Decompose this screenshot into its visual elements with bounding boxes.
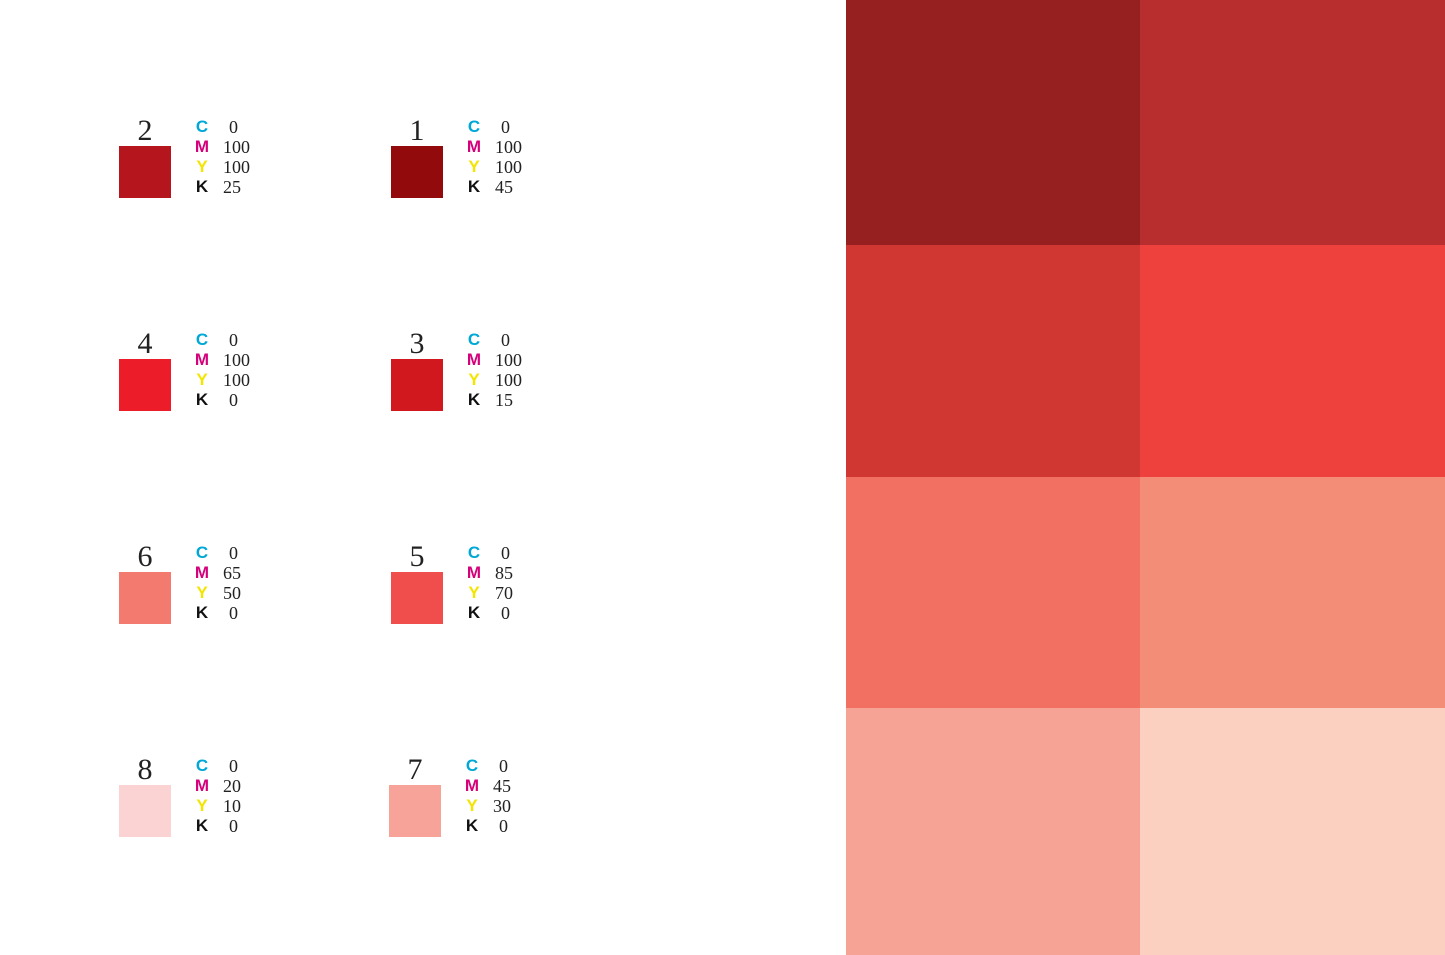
cyan-value: 0 <box>501 543 510 563</box>
yellow-label: Y <box>468 370 480 389</box>
magenta-label: M <box>194 563 210 582</box>
swatch-entry-5: 5 C 0 M 85 Y 70 K 0 <box>391 542 591 632</box>
cyan-value: 0 <box>501 330 510 350</box>
yellow-label: Y <box>196 370 208 389</box>
cyan-value: 0 <box>229 117 238 137</box>
yellow-value: 100 <box>495 157 522 177</box>
magenta-value: 20 <box>223 776 241 796</box>
color-block <box>846 0 1140 245</box>
swatch-entry-4: 4 C 0 M 100 Y 100 K 0 <box>119 329 319 419</box>
swatch-number: 2 <box>137 114 153 147</box>
cyan-label: C <box>467 330 481 349</box>
cyan-value: 0 <box>229 330 238 350</box>
black-value: 0 <box>499 816 508 836</box>
magenta-label: M <box>466 350 482 369</box>
black-label: K <box>195 177 209 196</box>
cyan-label: C <box>195 330 209 349</box>
cyan-label: C <box>467 117 481 136</box>
color-block <box>1140 708 1445 955</box>
cyan-value: 0 <box>229 756 238 776</box>
swatch-number: 3 <box>409 327 425 360</box>
cyan-value: 0 <box>229 543 238 563</box>
magenta-value: 65 <box>223 563 241 583</box>
color-swatch <box>119 572 171 624</box>
yellow-value: 10 <box>223 796 241 816</box>
swatch-number: 7 <box>407 753 423 786</box>
black-label: K <box>195 390 209 409</box>
magenta-label: M <box>194 137 210 156</box>
color-swatch <box>391 359 443 411</box>
cyan-label: C <box>195 117 209 136</box>
color-swatch <box>119 785 171 837</box>
color-block <box>1140 245 1445 477</box>
black-value: 25 <box>223 177 241 197</box>
magenta-label: M <box>194 350 210 369</box>
cyan-label: C <box>195 543 209 562</box>
yellow-label: Y <box>196 157 208 176</box>
black-value: 0 <box>229 603 238 623</box>
magenta-value: 100 <box>223 350 250 370</box>
color-swatch <box>119 359 171 411</box>
black-label: K <box>465 816 479 835</box>
black-label: K <box>195 603 209 622</box>
cyan-value: 0 <box>501 117 510 137</box>
black-value: 45 <box>495 177 513 197</box>
cyan-label: C <box>465 756 479 775</box>
color-block <box>1140 477 1445 708</box>
swatch-number: 6 <box>137 540 153 573</box>
color-block <box>1140 0 1445 245</box>
color-swatch <box>119 146 171 198</box>
yellow-value: 100 <box>495 370 522 390</box>
cyan-value: 0 <box>499 756 508 776</box>
swatch-entry-8: 8 C 0 M 20 Y 10 K 0 <box>119 755 319 845</box>
color-block-panel <box>846 0 1445 955</box>
yellow-value: 100 <box>223 157 250 177</box>
yellow-value: 100 <box>223 370 250 390</box>
yellow-label: Y <box>196 796 208 815</box>
swatch-number: 4 <box>137 327 153 360</box>
swatch-entry-1: 1 C 0 M 100 Y 100 K 45 <box>391 116 591 206</box>
cyan-label: C <box>467 543 481 562</box>
magenta-value: 100 <box>495 137 522 157</box>
black-label: K <box>467 603 481 622</box>
yellow-value: 30 <box>493 796 511 816</box>
black-label: K <box>467 390 481 409</box>
swatch-entry-3: 3 C 0 M 100 Y 100 K 15 <box>391 329 591 419</box>
swatch-number: 8 <box>137 753 153 786</box>
color-swatch <box>389 785 441 837</box>
black-value: 0 <box>229 390 238 410</box>
color-swatch <box>391 146 443 198</box>
black-label: K <box>467 177 481 196</box>
black-value: 0 <box>229 816 238 836</box>
yellow-label: Y <box>196 583 208 602</box>
black-label: K <box>195 816 209 835</box>
color-block <box>846 708 1140 955</box>
magenta-label: M <box>466 137 482 156</box>
swatch-number: 5 <box>409 540 425 573</box>
magenta-label: M <box>466 563 482 582</box>
swatch-number: 1 <box>409 114 425 147</box>
black-value: 0 <box>501 603 510 623</box>
yellow-label: Y <box>468 157 480 176</box>
magenta-value: 45 <box>493 776 511 796</box>
color-block <box>846 245 1140 477</box>
magenta-value: 100 <box>495 350 522 370</box>
yellow-value: 70 <box>495 583 513 603</box>
swatch-entry-7: 7 C 0 M 45 Y 30 K 0 <box>389 755 589 845</box>
swatch-entry-2: 2 C 0 M 100 Y 100 K 25 <box>119 116 319 206</box>
cyan-label: C <box>195 756 209 775</box>
magenta-value: 85 <box>495 563 513 583</box>
yellow-label: Y <box>468 583 480 602</box>
magenta-label: M <box>194 776 210 795</box>
yellow-value: 50 <box>223 583 241 603</box>
yellow-label: Y <box>466 796 478 815</box>
magenta-value: 100 <box>223 137 250 157</box>
magenta-label: M <box>464 776 480 795</box>
color-block <box>846 477 1140 708</box>
color-swatch <box>391 572 443 624</box>
swatch-entry-6: 6 C 0 M 65 Y 50 K 0 <box>119 542 319 632</box>
black-value: 15 <box>495 390 513 410</box>
